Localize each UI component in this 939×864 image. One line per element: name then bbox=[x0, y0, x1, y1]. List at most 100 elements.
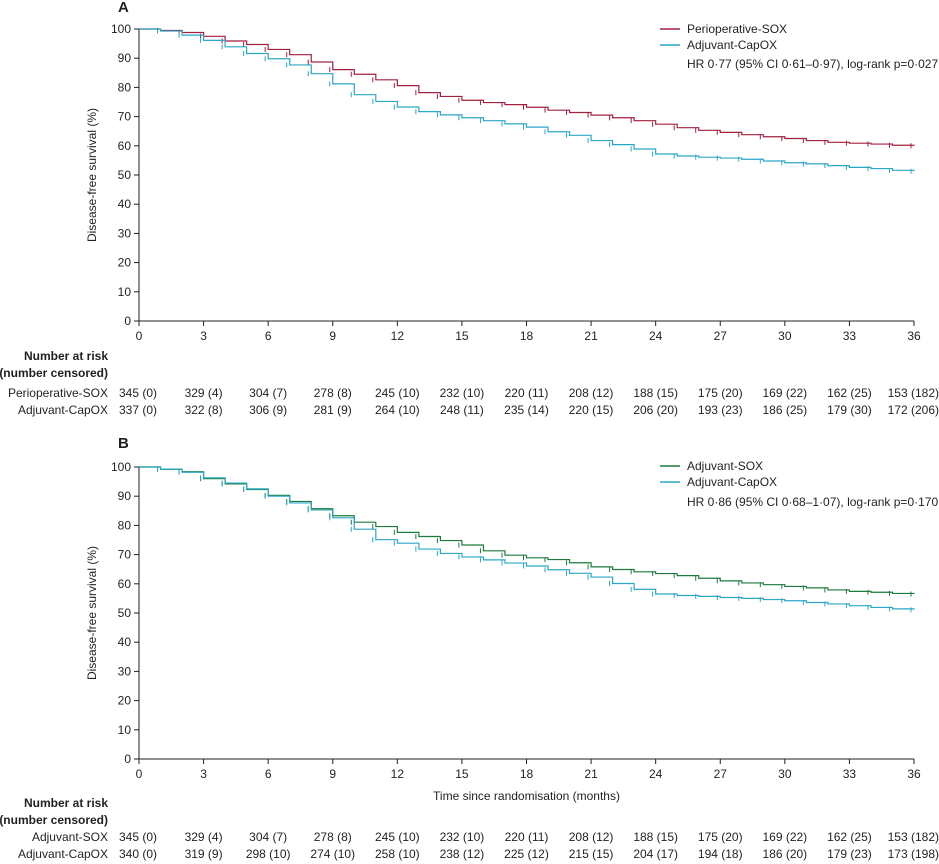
y-tick-label: 60 bbox=[118, 577, 132, 591]
risk-cell: 264 (10) bbox=[375, 403, 420, 417]
x-tick-label: 24 bbox=[649, 329, 663, 343]
risk-cell: 329 (4) bbox=[185, 386, 223, 400]
risk-cell: 225 (12) bbox=[504, 847, 549, 861]
risk-table-subtitle: (number censored) bbox=[0, 813, 108, 827]
risk-cell: 345 (0) bbox=[119, 386, 157, 400]
risk-cell: 278 (8) bbox=[314, 830, 352, 844]
risk-cell: 206 (20) bbox=[633, 403, 678, 417]
risk-cell: 186 (20) bbox=[762, 847, 807, 861]
risk-cell: 245 (10) bbox=[375, 830, 420, 844]
y-tick-label: 90 bbox=[118, 51, 132, 65]
x-tick-label: 6 bbox=[265, 329, 272, 343]
y-tick-label: 50 bbox=[118, 606, 132, 620]
x-tick-label: 12 bbox=[391, 329, 405, 343]
x-tick-label: 15 bbox=[455, 329, 469, 343]
y-tick-label: 20 bbox=[118, 694, 132, 708]
risk-cell: 340 (0) bbox=[119, 847, 157, 861]
x-axis-label: Time since randomisation (months) bbox=[433, 789, 620, 803]
x-tick-label: 0 bbox=[136, 329, 143, 343]
panel-label: B bbox=[118, 435, 129, 452]
risk-cell: 179 (23) bbox=[827, 847, 872, 861]
legend-entry: Adjuvant-CapOX bbox=[687, 38, 777, 52]
x-tick-label: 9 bbox=[329, 767, 336, 781]
y-tick-label: 80 bbox=[118, 80, 132, 94]
risk-cell: 220 (11) bbox=[505, 386, 549, 400]
x-tick-label: 9 bbox=[329, 329, 336, 343]
risk-cell: 194 (18) bbox=[698, 847, 743, 861]
hazard-ratio-annotation: HR 0·77 (95% CI 0·61–0·97), log-rank p=0… bbox=[687, 57, 938, 71]
y-tick-label: 40 bbox=[118, 635, 132, 649]
x-tick-label: 27 bbox=[714, 767, 728, 781]
risk-cell: 172 (206) bbox=[888, 403, 939, 417]
series-line bbox=[139, 28, 915, 172]
x-tick-label: 15 bbox=[455, 767, 469, 781]
risk-cell: 220 (11) bbox=[505, 830, 549, 844]
x-tick-label: 21 bbox=[584, 767, 598, 781]
x-tick-label: 33 bbox=[843, 767, 857, 781]
risk-cell: 322 (8) bbox=[185, 403, 223, 417]
x-tick-label: 36 bbox=[907, 329, 921, 343]
y-tick-label: 30 bbox=[118, 226, 132, 240]
risk-cell: 245 (10) bbox=[375, 386, 420, 400]
x-tick-label: 18 bbox=[520, 767, 534, 781]
risk-cell: 188 (15) bbox=[633, 830, 678, 844]
y-tick-label: 10 bbox=[118, 723, 132, 737]
risk-cell: 278 (8) bbox=[314, 386, 352, 400]
risk-cell: 162 (25) bbox=[827, 830, 872, 844]
risk-cell: 337 (0) bbox=[119, 403, 157, 417]
y-tick-label: 70 bbox=[118, 548, 132, 562]
risk-cell: 304 (7) bbox=[249, 830, 287, 844]
y-tick-label: 0 bbox=[124, 752, 131, 766]
risk-cell: 175 (20) bbox=[698, 830, 743, 844]
risk-cell: 173 (198) bbox=[888, 847, 939, 861]
y-tick-label: 80 bbox=[118, 518, 132, 532]
series-line bbox=[139, 466, 915, 595]
y-tick-label: 90 bbox=[118, 489, 132, 503]
x-tick-label: 3 bbox=[200, 329, 207, 343]
y-tick-label: 60 bbox=[118, 139, 132, 153]
y-tick-label: 50 bbox=[118, 168, 132, 182]
y-tick-label: 30 bbox=[118, 664, 132, 678]
risk-cell: 274 (10) bbox=[310, 847, 355, 861]
risk-cell: 193 (23) bbox=[698, 403, 743, 417]
risk-cell: 235 (14) bbox=[504, 403, 549, 417]
risk-cell: 248 (11) bbox=[440, 403, 484, 417]
risk-cell: 169 (22) bbox=[762, 830, 807, 844]
risk-cell: 304 (7) bbox=[249, 386, 287, 400]
x-tick-label: 27 bbox=[714, 329, 728, 343]
risk-cell: 208 (12) bbox=[569, 386, 614, 400]
y-axis-label: Disease-free survival (%) bbox=[85, 108, 99, 242]
x-tick-label: 21 bbox=[584, 329, 598, 343]
legend-entry: Adjuvant-SOX bbox=[687, 459, 763, 473]
risk-cell: 345 (0) bbox=[119, 830, 157, 844]
risk-table-subtitle: (number censored) bbox=[0, 366, 108, 380]
series-line bbox=[139, 466, 915, 610]
risk-table-title: Number at risk bbox=[24, 796, 108, 810]
x-tick-label: 33 bbox=[843, 329, 857, 343]
x-tick-label: 30 bbox=[778, 767, 792, 781]
risk-cell: 153 (182) bbox=[888, 386, 939, 400]
risk-cell: 179 (30) bbox=[827, 403, 872, 417]
risk-cell: 215 (15) bbox=[569, 847, 614, 861]
y-tick-label: 40 bbox=[118, 197, 132, 211]
x-tick-label: 36 bbox=[907, 767, 921, 781]
risk-cell: 232 (10) bbox=[440, 830, 485, 844]
x-tick-label: 24 bbox=[649, 767, 663, 781]
y-tick-label: 10 bbox=[118, 285, 132, 299]
y-tick-label: 20 bbox=[118, 256, 132, 270]
x-tick-label: 0 bbox=[136, 767, 143, 781]
risk-cell: 204 (17) bbox=[633, 847, 678, 861]
series-line bbox=[139, 28, 915, 146]
risk-cell: 306 (9) bbox=[249, 403, 287, 417]
risk-cell: 220 (15) bbox=[569, 403, 614, 417]
x-tick-label: 12 bbox=[391, 767, 405, 781]
legend-entry: Perioperative-SOX bbox=[687, 22, 787, 36]
risk-cell: 169 (22) bbox=[762, 386, 807, 400]
risk-cell: 175 (20) bbox=[698, 386, 743, 400]
y-tick-label: 0 bbox=[124, 314, 131, 328]
risk-cell: 281 (9) bbox=[314, 403, 352, 417]
x-tick-label: 6 bbox=[265, 767, 272, 781]
